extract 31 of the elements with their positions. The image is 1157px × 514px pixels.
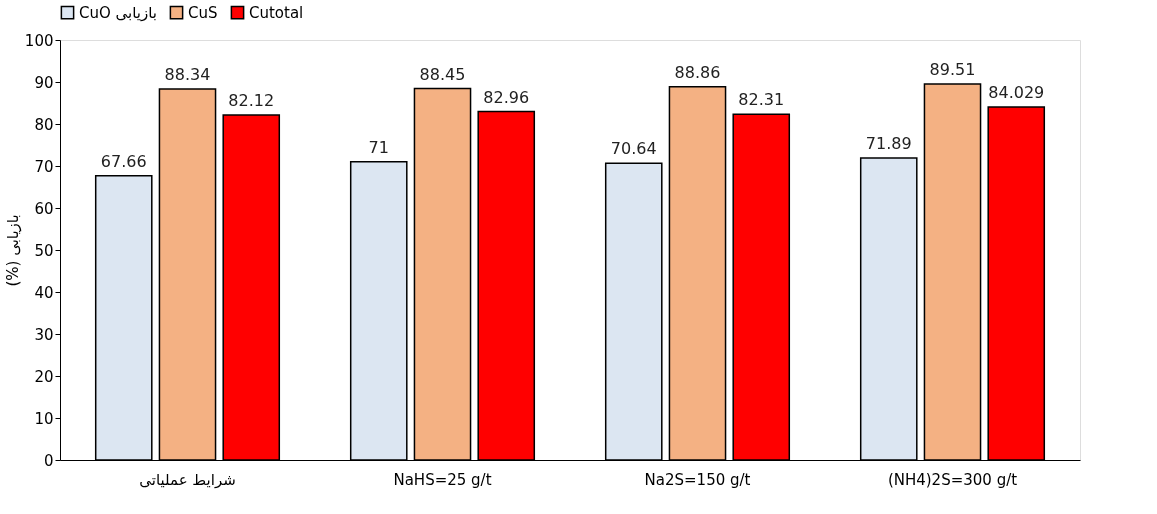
y-tick-label: 50	[34, 241, 54, 260]
y-tick-label: 0	[43, 451, 54, 470]
data-label: 82.96	[483, 87, 530, 107]
data-label: 88.45	[419, 64, 466, 84]
data-label: 88.34	[164, 64, 211, 84]
data-label: 82.12	[228, 91, 275, 111]
data-label: 70.64	[610, 139, 657, 159]
data-label: 88.86	[674, 62, 721, 82]
data-label: 82.31	[738, 90, 785, 110]
x-tick-label: شرایط عملیاتی	[139, 470, 236, 489]
y-tick-label: 70	[34, 157, 54, 176]
data-label: 71	[368, 137, 389, 157]
y-axis-title: (%) بازیابی	[3, 214, 22, 287]
legend-label: CuO بازیابی	[79, 3, 157, 22]
data-label: 67.66	[100, 151, 147, 171]
x-tick-label: NaHS=25 g/t	[393, 470, 492, 489]
y-tick-label: 100	[24, 31, 54, 50]
legend-label: Cutotal	[249, 3, 304, 22]
y-tick-label: 20	[34, 367, 54, 386]
x-tick-label: (NH4)2S=300 g/t	[887, 470, 1018, 489]
legend-label: CuS	[188, 3, 218, 22]
y-tick-label: 90	[34, 73, 54, 92]
y-tick-label: 30	[34, 325, 54, 344]
data-label: 71.89	[865, 134, 912, 154]
y-tick-label: 10	[34, 409, 54, 428]
y-tick-label: 60	[34, 199, 54, 218]
y-tick-label: 40	[34, 283, 54, 302]
x-tick-label: Na2S=150 g/t	[644, 470, 751, 489]
data-label: 89.51	[929, 60, 976, 80]
data-label: 84.029	[988, 83, 1045, 103]
y-tick-label: 80	[34, 115, 54, 134]
